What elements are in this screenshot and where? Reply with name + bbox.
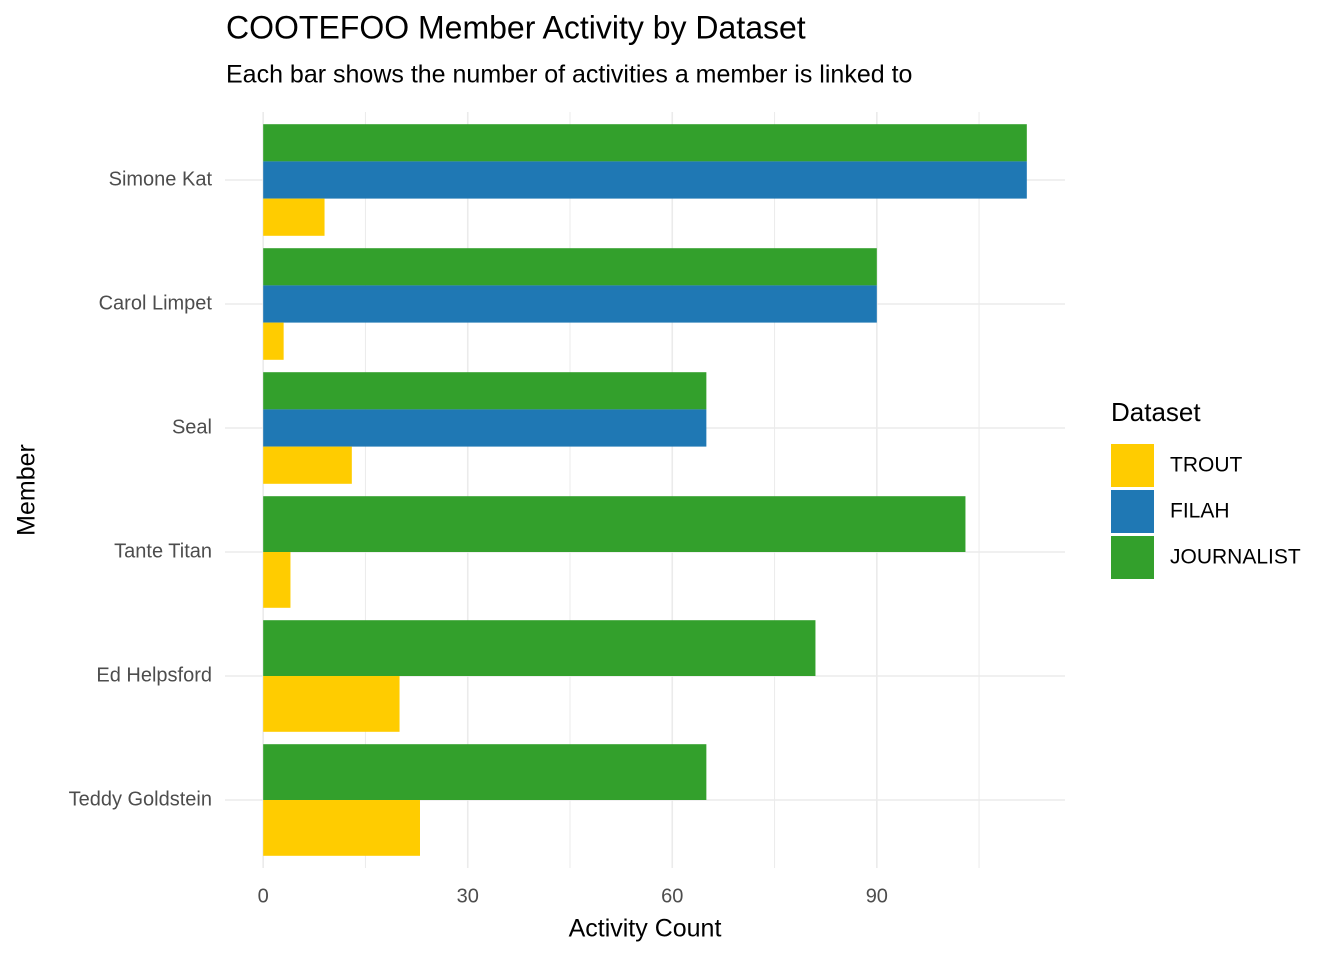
bar (263, 285, 877, 323)
legend-key (1111, 536, 1154, 579)
x-tick-label: 60 (661, 885, 683, 907)
y-tick-label: Seal (172, 416, 212, 438)
bar (263, 800, 420, 856)
y-tick-label: Tante Titan (114, 540, 212, 562)
bar (263, 744, 707, 800)
legend-title: Dataset (1111, 397, 1201, 427)
bar (263, 322, 284, 360)
y-axis-title: Member (13, 444, 41, 536)
chart-title: COOTEFOO Member Activity by Dataset (226, 9, 806, 45)
legend-label: TROUT (1170, 454, 1242, 477)
bar (263, 198, 325, 236)
legend-key (1111, 490, 1154, 533)
x-tick-label: 30 (457, 885, 479, 907)
legend-label: JOURNALIST (1170, 546, 1301, 569)
y-tick-label: Teddy Goldstein (69, 788, 212, 810)
legend-key (1111, 444, 1154, 487)
bar (263, 446, 352, 484)
y-tick-label: Carol Limpet (99, 292, 213, 314)
legend-label: FILAH (1170, 500, 1230, 523)
x-tick-label: 90 (866, 885, 888, 907)
bar (263, 676, 400, 732)
y-tick-label: Ed Helpsford (96, 664, 212, 686)
bar (263, 124, 1027, 162)
x-tick-label: 0 (258, 885, 269, 907)
bar (263, 496, 966, 552)
bar (263, 409, 707, 447)
y-tick-label: Simone Kat (109, 168, 213, 190)
bar (263, 620, 816, 676)
x-axis-title: Activity Count (569, 915, 722, 943)
bar (263, 161, 1027, 199)
bar (263, 372, 707, 410)
bar (263, 248, 877, 286)
chart-subtitle: Each bar shows the number of activities … (226, 61, 912, 89)
bar (263, 552, 291, 608)
